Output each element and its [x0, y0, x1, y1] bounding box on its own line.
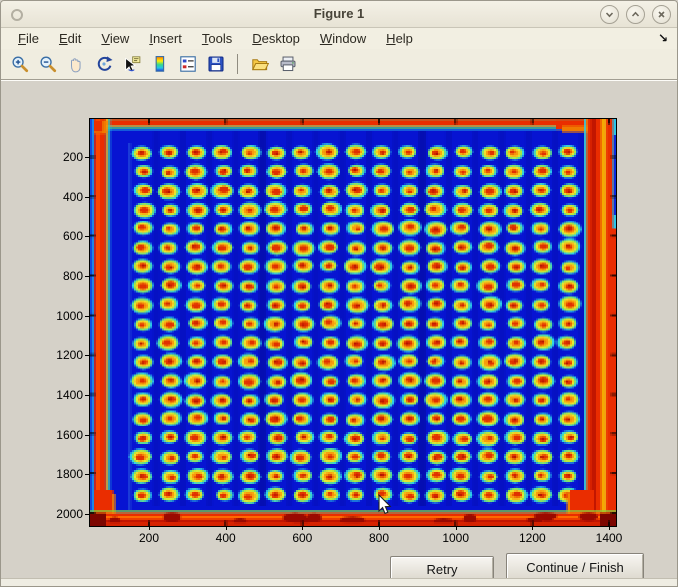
pan-icon[interactable]	[64, 53, 87, 76]
menu-window[interactable]: Window	[310, 29, 376, 49]
y-tick-mark	[85, 355, 89, 356]
open-icon[interactable]	[248, 53, 271, 76]
x-tick-mark	[302, 526, 303, 530]
y-tick-label: 2000	[29, 507, 83, 521]
print-icon[interactable]	[276, 53, 299, 76]
y-tick-mark	[85, 435, 89, 436]
zoom-in-icon[interactable]	[8, 53, 31, 76]
y-tick-label: 1800	[29, 467, 83, 481]
menu-edit[interactable]: Edit	[49, 29, 91, 49]
menu-desktop[interactable]: Desktop	[242, 29, 310, 49]
x-tick-label: 1200	[502, 531, 562, 545]
y-tick-mark	[85, 236, 89, 237]
y-tick-mark	[85, 316, 89, 317]
x-tick-label: 800	[349, 531, 409, 545]
x-tick-mark	[532, 526, 533, 530]
menu-file[interactable]: File	[8, 29, 49, 49]
minimize-button[interactable]	[600, 5, 619, 24]
x-tick-mark	[456, 526, 457, 530]
menu-insert[interactable]: Insert	[139, 29, 192, 49]
x-tick-mark	[609, 526, 610, 530]
rotate-3d-icon[interactable]	[92, 53, 115, 76]
y-tick-mark	[85, 514, 89, 515]
y-tick-label: 200	[29, 150, 83, 164]
window-controls	[600, 5, 671, 24]
y-tick-mark	[85, 157, 89, 158]
zoom-out-icon[interactable]	[36, 53, 59, 76]
x-tick-label: 600	[272, 531, 332, 545]
x-tick-label: 1400	[579, 531, 639, 545]
colorbar-icon[interactable]	[148, 53, 171, 76]
maximize-button[interactable]	[626, 5, 645, 24]
x-tick-mark	[226, 526, 227, 530]
menu-help[interactable]: Help	[376, 29, 423, 49]
close-button[interactable]	[652, 5, 671, 24]
x-tick-label: 1000	[426, 531, 486, 545]
x-tick-mark	[379, 526, 380, 530]
window-title: Figure 1	[1, 6, 677, 21]
dock-figure-icon[interactable]: ↘	[658, 31, 668, 45]
save-icon[interactable]	[204, 53, 227, 76]
y-tick-label: 1000	[29, 309, 83, 323]
menu-view[interactable]: View	[91, 29, 139, 49]
y-tick-label: 400	[29, 190, 83, 204]
toolbar	[1, 49, 677, 80]
y-tick-mark	[85, 197, 89, 198]
y-tick-label: 600	[29, 229, 83, 243]
x-tick-mark	[149, 526, 150, 530]
y-tick-mark	[85, 276, 89, 277]
y-tick-mark	[85, 474, 89, 475]
x-tick-label: 400	[196, 531, 256, 545]
toolbar-separator	[237, 54, 238, 74]
y-tick-label: 1200	[29, 348, 83, 362]
microarray-image[interactable]	[90, 119, 616, 526]
figure-window: Figure 1 FileEditViewInsertToolsDesktopW…	[0, 0, 678, 587]
plot-axes	[89, 118, 617, 527]
titlebar: Figure 1	[1, 1, 677, 28]
menu-tools[interactable]: Tools	[192, 29, 242, 49]
y-tick-label: 1600	[29, 428, 83, 442]
data-cursor-icon[interactable]	[120, 53, 143, 76]
y-tick-label: 1400	[29, 388, 83, 402]
y-tick-mark	[85, 395, 89, 396]
window-bottom-border	[1, 578, 677, 586]
y-tick-label: 800	[29, 269, 83, 283]
legend-icon[interactable]	[176, 53, 199, 76]
menu-bar: FileEditViewInsertToolsDesktopWindowHelp	[1, 28, 677, 49]
x-tick-label: 200	[119, 531, 179, 545]
